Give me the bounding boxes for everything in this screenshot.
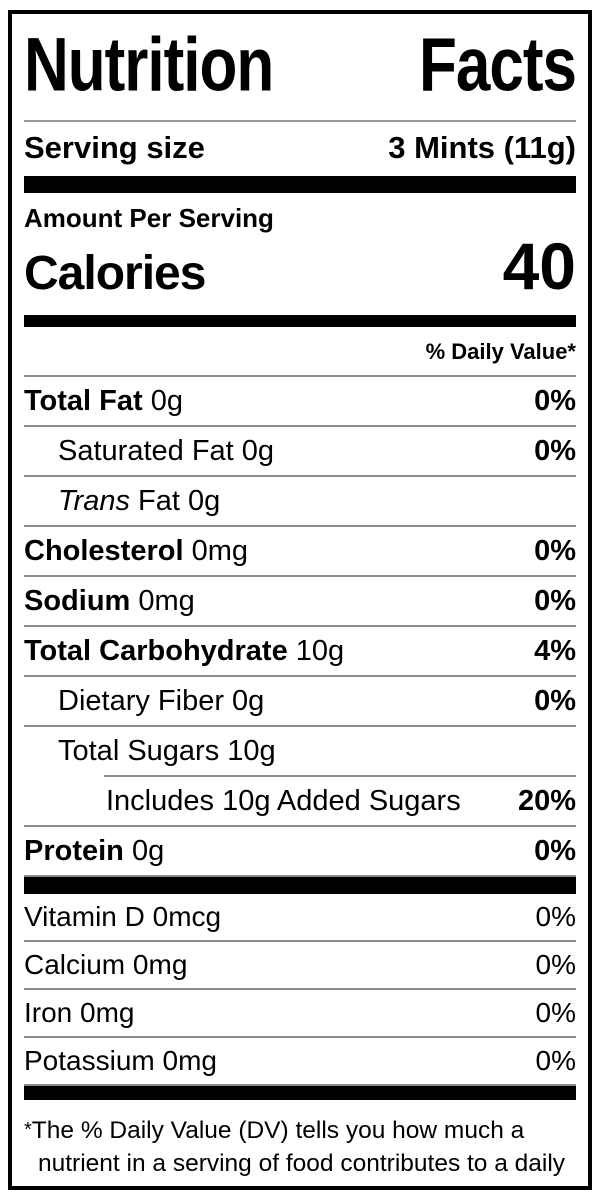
daily-value-percent: 4% <box>534 635 576 667</box>
nutrition-facts-label: Nutrition Facts Serving size 3 Mints (11… <box>8 10 592 1190</box>
nutrient-row: Total Fat 0g 0% <box>24 377 576 425</box>
nutrient-row: Total Carbohydrate 10g 4% <box>24 627 576 675</box>
title-word-nutrition: Nutrition <box>24 23 274 108</box>
nutrient-name: Dietary Fiber 0g <box>58 685 265 717</box>
nutrient-row: Cholesterol 0mg 0% <box>24 527 576 575</box>
vitamin-row: Vitamin D 0mcg 0% <box>24 894 576 940</box>
nutrient-name: Calcium 0mg <box>24 949 188 980</box>
nutrient-name: Protein 0g <box>24 835 165 867</box>
nutrient-rows-section: Total Fat 0g 0% Saturated Fat 0g 0% Trans Fa… <box>24 377 576 877</box>
daily-value-percent: 0% <box>534 535 576 567</box>
row-divider <box>24 525 576 527</box>
separator-bar-calories <box>24 315 576 327</box>
daily-value-percent: 0% <box>535 901 576 932</box>
label-title: Nutrition Facts <box>24 23 577 118</box>
nutrient-name: Vitamin D 0mcg <box>24 901 222 932</box>
nutrient-name: Iron 0mg <box>24 997 135 1028</box>
daily-value-percent: 0% <box>534 835 576 867</box>
daily-value-percent: 0% <box>534 385 576 417</box>
separator-bar-thick-mid <box>24 877 576 894</box>
vitamin-rows-section: Vitamin D 0mcg 0% Calcium 0mg 0% Iron 0mg 0% P… <box>24 894 576 1086</box>
calories-value: 40 <box>502 229 576 303</box>
daily-value-percent: 0% <box>534 685 576 717</box>
footnote-text: The % Daily Value (DV) tells you how muc… <box>31 1117 566 1186</box>
nutrient-name: Trans Fat 0g <box>58 485 221 517</box>
row-divider <box>24 1036 576 1038</box>
row-divider <box>24 1084 576 1086</box>
row-divider <box>104 775 576 777</box>
nutrient-row: Dietary Fiber 0g 0% <box>24 677 576 725</box>
daily-value-percent: 0% <box>534 435 576 467</box>
nutrient-row: Protein 0g 0% <box>24 827 576 875</box>
row-divider <box>24 940 576 942</box>
daily-value-header: % Daily Value* <box>24 327 576 377</box>
calories-row: Calories 40 <box>24 229 576 315</box>
separator-bar-thick-top <box>24 176 576 193</box>
nutrient-row: Includes 10g Added Sugars 20% <box>24 777 576 825</box>
separator-bar-footnote <box>24 1086 576 1100</box>
row-divider <box>24 575 576 577</box>
row-divider <box>24 875 576 877</box>
nutrient-name: Total Carbohydrate 10g <box>24 635 345 667</box>
row-divider <box>24 675 576 677</box>
nutrient-name: Cholesterol 0mg <box>24 535 249 567</box>
calories-label: Calories <box>24 247 206 300</box>
nutrient-row: Saturated Fat 0g 0% <box>24 427 576 475</box>
serving-size-row: Serving size 3 Mints (11g) <box>24 122 576 176</box>
nutrient-name: Includes 10g Added Sugars <box>106 785 461 817</box>
nutrient-name: Total Fat 0g <box>24 385 184 417</box>
nutrient-row: Total Sugars 10g <box>24 727 576 775</box>
vitamin-row: Calcium 0mg 0% <box>24 942 576 988</box>
serving-size-label: Serving size <box>24 130 205 165</box>
row-divider <box>24 625 576 627</box>
footnote: *The % Daily Value (DV) tells you how mu… <box>24 1114 576 1186</box>
daily-value-percent: 0% <box>534 585 576 617</box>
daily-value-percent: 0% <box>535 1045 576 1076</box>
row-divider <box>24 725 576 727</box>
nutrient-name: Saturated Fat 0g <box>58 435 275 467</box>
serving-size-value: 3 Mints (11g) <box>388 130 576 165</box>
nutrient-row: Sodium 0mg 0% <box>24 577 576 625</box>
footnote-asterisk: * <box>24 1119 32 1141</box>
title-word-facts: Facts <box>419 23 577 108</box>
row-divider <box>24 825 576 827</box>
daily-value-percent: 0% <box>535 949 576 980</box>
row-divider <box>24 988 576 990</box>
nutrient-row: Trans Fat 0g <box>24 477 576 525</box>
amount-per-serving-label: Amount Per Serving <box>24 203 274 233</box>
nutrient-name: Potassium 0mg <box>24 1045 217 1076</box>
daily-value-percent: 0% <box>535 997 576 1028</box>
row-divider <box>24 475 576 477</box>
vitamin-row: Potassium 0mg 0% <box>24 1038 576 1084</box>
title-divider <box>24 120 576 122</box>
nutrient-name: Total Sugars 10g <box>58 735 276 767</box>
vitamin-row: Iron 0mg 0% <box>24 990 576 1036</box>
row-divider <box>24 425 576 427</box>
daily-value-percent: 20% <box>517 785 576 817</box>
nutrient-name: Sodium 0mg <box>24 585 195 617</box>
